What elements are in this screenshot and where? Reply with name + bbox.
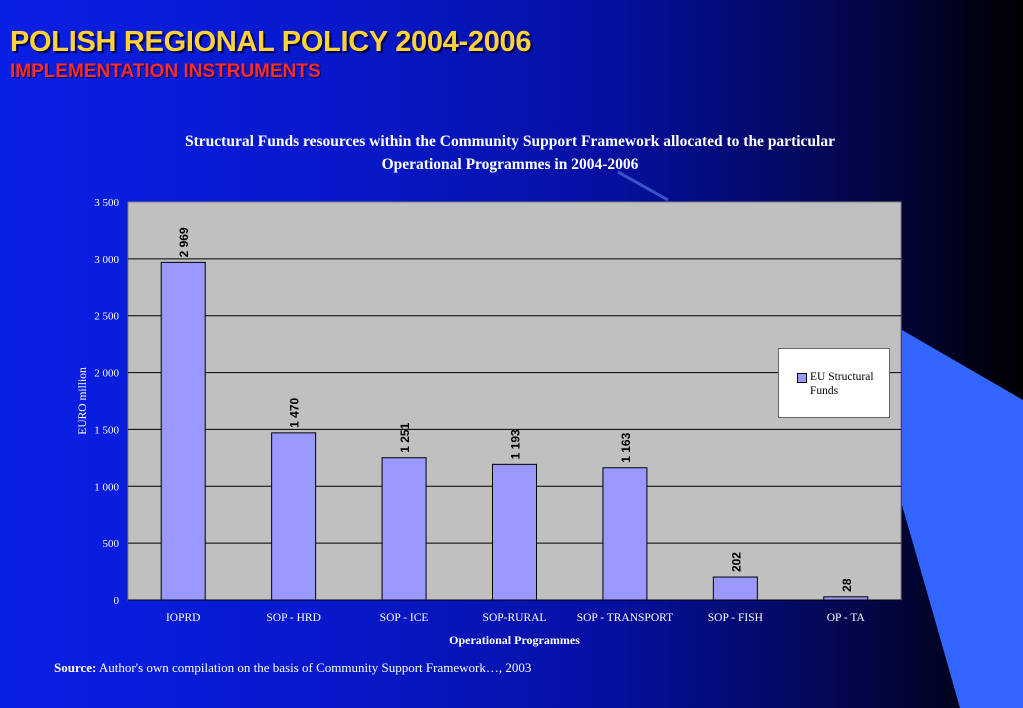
chart-legend: EU Structural Funds [778,348,890,418]
x-category-label: SOP - TRANSPORT [577,612,673,624]
x-category-label: SOP - HRD [266,612,321,624]
y-axis-title: EURO million [77,367,89,435]
bar-sop-hrd [271,432,317,601]
source-text: Author's own compilation on the basis of… [98,660,532,675]
y-tick-label: 0 [114,595,120,607]
y-tick-label: 500 [103,538,120,550]
bar-sop-rural [492,463,537,601]
bar-data-label: 2 969 [177,227,191,257]
bar-data-label: 1 470 [288,397,302,427]
source-note: Source: Author's own compilation on the … [54,660,531,676]
x-category-label: IOPRD [166,612,201,624]
chart-title-line-2: Operational Programmes in 2004-2006 [381,156,639,173]
legend-label: EU Structural Funds [810,371,874,397]
y-tick-label: 3 000 [94,254,119,266]
bar-data-label: 202 [729,552,743,572]
chart-title-line-1: Structural Funds resources within the Co… [185,133,835,150]
bar-sop-ice [381,457,427,601]
y-tick-label: 3 500 [94,197,119,209]
bar-ioprd [160,261,206,601]
legend-swatch [797,373,807,383]
source-label: Source: [54,660,97,675]
x-category-label: OP - TA [827,612,866,624]
bar-data-label: 1 193 [509,429,523,459]
bar-data-label: 28 [840,578,854,592]
x-category-label: SOP - ICE [380,612,429,624]
bar-data-label: 1 251 [398,422,412,452]
chart-title: Structural Funds resources within the Co… [140,130,880,176]
bar-sop-transport [602,467,648,601]
y-tick-label: 2 000 [94,368,119,380]
x-axis-title: Operational Programmes [449,633,580,647]
y-tick-label: 1 500 [94,424,119,436]
bar-op-ta [823,596,869,601]
x-category-label: SOP-RURAL [483,612,547,624]
x-category-label: SOP - FISH [708,612,763,624]
bar-data-label: 1 163 [619,432,633,462]
bar-sop-fish [712,576,758,601]
y-tick-label: 2 500 [94,311,119,323]
slide-title: POLISH REGIONAL POLICY 2004-2006 [10,26,532,58]
accent-wedge-shape [902,330,1023,708]
decorative-thin-line [617,170,669,202]
slide-subtitle: IMPLEMENTATION INSTRUMENTS [10,61,321,82]
y-tick-label: 1 000 [94,481,119,493]
